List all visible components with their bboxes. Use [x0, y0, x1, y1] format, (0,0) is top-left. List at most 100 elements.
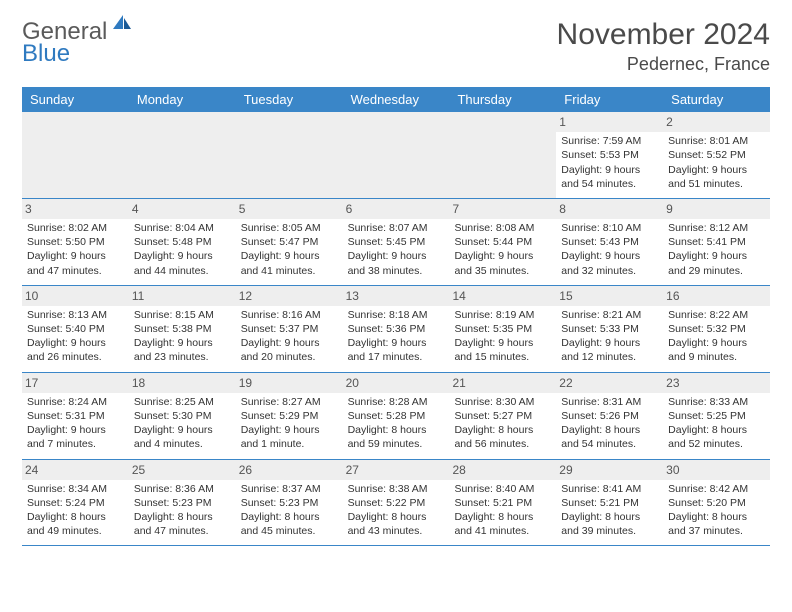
day-cell: 11Sunrise: 8:15 AMSunset: 5:38 PMDayligh…	[129, 286, 236, 372]
day-headers-row: Sunday Monday Tuesday Wednesday Thursday…	[22, 87, 770, 112]
day-cell: 9Sunrise: 8:12 AMSunset: 5:41 PMDaylight…	[663, 199, 770, 285]
day-info-line: Sunset: 5:47 PM	[241, 235, 338, 249]
day-info-line: Sunset: 5:31 PM	[27, 409, 124, 423]
header: GeneralBlue November 2024 Pedernec, Fran…	[22, 18, 770, 75]
day-cell: 4Sunrise: 8:04 AMSunset: 5:48 PMDaylight…	[129, 199, 236, 285]
day-number: 28	[449, 460, 556, 480]
day-info-line: and 37 minutes.	[668, 524, 765, 538]
day-info-line: Daylight: 9 hours	[454, 249, 551, 263]
day-cell: 23Sunrise: 8:33 AMSunset: 5:25 PMDayligh…	[663, 373, 770, 459]
day-info-line: Sunrise: 7:59 AM	[561, 134, 658, 148]
day-info-line: and 7 minutes.	[27, 437, 124, 451]
day-info-line: Sunrise: 8:25 AM	[134, 395, 231, 409]
day-cell	[449, 112, 556, 198]
day-number: 11	[129, 286, 236, 306]
day-cell: 19Sunrise: 8:27 AMSunset: 5:29 PMDayligh…	[236, 373, 343, 459]
day-info-line: Sunrise: 8:24 AM	[27, 395, 124, 409]
day-info-line: Daylight: 9 hours	[668, 163, 765, 177]
day-number: 23	[663, 373, 770, 393]
day-number: 22	[556, 373, 663, 393]
day-number: 15	[556, 286, 663, 306]
day-number: 1	[556, 112, 663, 132]
day-number: 5	[236, 199, 343, 219]
day-info-line: and 20 minutes.	[241, 350, 338, 364]
day-number: 18	[129, 373, 236, 393]
month-title: November 2024	[557, 18, 770, 52]
day-info-line: and 12 minutes.	[561, 350, 658, 364]
day-number: 25	[129, 460, 236, 480]
day-cell: 17Sunrise: 8:24 AMSunset: 5:31 PMDayligh…	[22, 373, 129, 459]
day-cell: 12Sunrise: 8:16 AMSunset: 5:37 PMDayligh…	[236, 286, 343, 372]
day-info-line: and 49 minutes.	[27, 524, 124, 538]
day-info-line: Sunrise: 8:31 AM	[561, 395, 658, 409]
day-info-line: Sunset: 5:53 PM	[561, 148, 658, 162]
day-info-line: and 9 minutes.	[668, 350, 765, 364]
day-info-line: and 38 minutes.	[348, 264, 445, 278]
day-info-line: Daylight: 8 hours	[668, 423, 765, 437]
day-info-line: Sunset: 5:23 PM	[241, 496, 338, 510]
day-info-line: and 54 minutes.	[561, 177, 658, 191]
day-info-line: Sunrise: 8:12 AM	[668, 221, 765, 235]
day-info-line: and 29 minutes.	[668, 264, 765, 278]
day-info-line: Sunrise: 8:41 AM	[561, 482, 658, 496]
day-cell: 16Sunrise: 8:22 AMSunset: 5:32 PMDayligh…	[663, 286, 770, 372]
day-info-line: Daylight: 9 hours	[454, 336, 551, 350]
day-info-line: Sunrise: 8:30 AM	[454, 395, 551, 409]
day-cell: 21Sunrise: 8:30 AMSunset: 5:27 PMDayligh…	[449, 373, 556, 459]
day-info-line: Daylight: 8 hours	[454, 510, 551, 524]
day-info-line: Sunset: 5:28 PM	[348, 409, 445, 423]
day-info-line: Daylight: 8 hours	[668, 510, 765, 524]
day-cell: 18Sunrise: 8:25 AMSunset: 5:30 PMDayligh…	[129, 373, 236, 459]
week-row: 1 Sunrise: 7:59 AMSunset: 5:53 PM Daylight…	[22, 112, 770, 199]
day-info-line: Sunrise: 8:08 AM	[454, 221, 551, 235]
day-info-line: Sunrise: 8:21 AM	[561, 308, 658, 322]
day-number: 17	[22, 373, 129, 393]
day-cell: 25Sunrise: 8:36 AMSunset: 5:23 PMDayligh…	[129, 460, 236, 546]
day-header: Tuesday	[236, 87, 343, 112]
week-row: 10Sunrise: 8:13 AMSunset: 5:40 PMDayligh…	[22, 286, 770, 373]
day-info-line: Sunset: 5:24 PM	[27, 496, 124, 510]
day-info-line: Sunset: 5:43 PM	[561, 235, 658, 249]
day-header: Sunday	[22, 87, 129, 112]
day-cell	[129, 112, 236, 198]
day-info-line: Sunset: 5:35 PM	[454, 322, 551, 336]
week-row: 17 Sunrise: 8:24 AMSunset: 5:31 PM Dayligh…	[22, 373, 770, 460]
day-cell: 22Sunrise: 8:31 AMSunset: 5:26 PMDayligh…	[556, 373, 663, 459]
day-info-line: Sunrise: 8:13 AM	[27, 308, 124, 322]
day-info-line: Sunset: 5:36 PM	[348, 322, 445, 336]
day-info-line: Sunrise: 8:15 AM	[134, 308, 231, 322]
day-info-line: Sunset: 5:26 PM	[561, 409, 658, 423]
weeks-container: 1 Sunrise: 7:59 AMSunset: 5:53 PM Daylight…	[22, 112, 770, 546]
day-info-line: Daylight: 8 hours	[561, 510, 658, 524]
day-info-line: and 41 minutes.	[241, 264, 338, 278]
day-info-line: Daylight: 8 hours	[241, 510, 338, 524]
day-info-line: Sunset: 5:21 PM	[454, 496, 551, 510]
day-cell: 26Sunrise: 8:37 AMSunset: 5:23 PMDayligh…	[236, 460, 343, 546]
day-info-line: and 47 minutes.	[134, 524, 231, 538]
day-info-line: Daylight: 8 hours	[348, 423, 445, 437]
day-cell: 30Sunrise: 8:42 AMSunset: 5:20 PMDayligh…	[663, 460, 770, 546]
day-info-line: Daylight: 9 hours	[668, 336, 765, 350]
day-info-line: Sunrise: 8:18 AM	[348, 308, 445, 322]
day-cell: 5Sunrise: 8:05 AMSunset: 5:47 PMDaylight…	[236, 199, 343, 285]
location: Pedernec, France	[557, 54, 770, 75]
day-info-line: Daylight: 9 hours	[561, 336, 658, 350]
day-cell: 27Sunrise: 8:38 AMSunset: 5:22 PMDayligh…	[343, 460, 450, 546]
day-cell: 24Sunrise: 8:34 AMSunset: 5:24 PMDayligh…	[22, 460, 129, 546]
day-info-line: Daylight: 8 hours	[27, 510, 124, 524]
day-cell: 8Sunrise: 8:10 AMSunset: 5:43 PMDaylight…	[556, 199, 663, 285]
day-info-line: Sunset: 5:29 PM	[241, 409, 338, 423]
day-cell	[22, 112, 129, 198]
day-info-line: and 26 minutes.	[27, 350, 124, 364]
day-info-line: Sunset: 5:37 PM	[241, 322, 338, 336]
day-info-line: Sunset: 5:21 PM	[561, 496, 658, 510]
day-info-line: Sunset: 5:22 PM	[348, 496, 445, 510]
day-info-line: Sunrise: 8:33 AM	[668, 395, 765, 409]
day-number: 3	[22, 199, 129, 219]
day-number: 4	[129, 199, 236, 219]
day-info-line: Sunset: 5:50 PM	[27, 235, 124, 249]
day-cell: 10Sunrise: 8:13 AMSunset: 5:40 PMDayligh…	[22, 286, 129, 372]
day-info-line: Daylight: 9 hours	[348, 249, 445, 263]
day-info-line: Daylight: 8 hours	[134, 510, 231, 524]
day-info-line: Sunrise: 8:22 AM	[668, 308, 765, 322]
